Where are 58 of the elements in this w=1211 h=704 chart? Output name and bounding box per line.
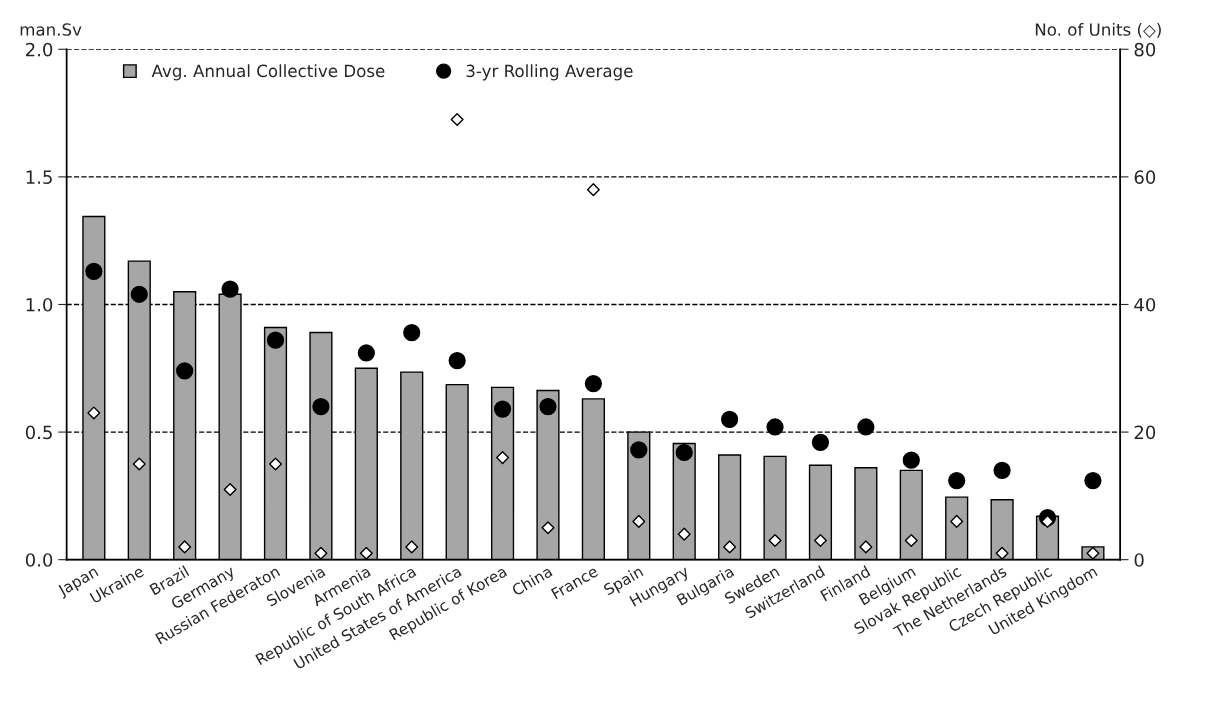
point xyxy=(995,546,1009,560)
point xyxy=(176,362,194,380)
point xyxy=(675,443,693,462)
legend-label: 3-yr Rolling Average xyxy=(466,64,633,81)
point xyxy=(768,534,782,548)
point xyxy=(813,534,827,548)
point xyxy=(448,352,466,370)
point xyxy=(132,457,146,471)
y-tick-label: 1.5 xyxy=(26,170,52,184)
point xyxy=(357,344,375,362)
point xyxy=(630,441,648,459)
point xyxy=(266,331,285,349)
point xyxy=(766,418,784,436)
y2-tick-label: 80 xyxy=(1134,42,1156,57)
point xyxy=(85,262,103,280)
y2-axis-title: No. of Units (◇) xyxy=(1035,22,1161,38)
point xyxy=(312,397,330,416)
y-tick-label: 2.0 xyxy=(26,42,53,57)
point xyxy=(859,540,873,554)
point xyxy=(1086,546,1100,560)
point xyxy=(902,451,920,469)
y2-tick-label: 20 xyxy=(1134,425,1156,440)
y2-tick-label: 40 xyxy=(1134,297,1156,312)
y-tick-label: 1.0 xyxy=(26,297,53,312)
point xyxy=(948,471,966,490)
point xyxy=(677,527,691,541)
point xyxy=(493,400,512,418)
y-tick-label: 0.5 xyxy=(25,425,52,440)
point xyxy=(87,406,101,420)
point xyxy=(314,546,328,560)
point xyxy=(268,457,283,471)
point xyxy=(586,183,600,197)
point xyxy=(1084,471,1102,490)
point xyxy=(223,482,237,497)
point xyxy=(723,540,737,554)
point xyxy=(811,433,830,451)
point xyxy=(632,514,646,528)
point xyxy=(541,521,555,535)
point xyxy=(496,451,510,465)
y2-tick-label: 0 xyxy=(1134,553,1144,567)
point xyxy=(721,410,739,428)
y-axis-title: man.Sv xyxy=(20,23,82,36)
point xyxy=(904,534,918,548)
point xyxy=(405,540,419,554)
point xyxy=(993,461,1011,479)
y2-tick-label: 60 xyxy=(1134,170,1156,184)
point xyxy=(221,280,239,298)
point xyxy=(130,285,148,303)
point xyxy=(450,112,464,126)
point xyxy=(359,546,373,560)
point xyxy=(539,397,557,416)
point xyxy=(178,540,192,554)
y-tick-label: 0.0 xyxy=(25,553,53,567)
legend-label: Avg. Annual Collective Dose xyxy=(151,64,385,81)
point xyxy=(584,374,603,393)
point xyxy=(950,514,964,528)
point xyxy=(403,323,421,342)
point xyxy=(857,418,875,436)
